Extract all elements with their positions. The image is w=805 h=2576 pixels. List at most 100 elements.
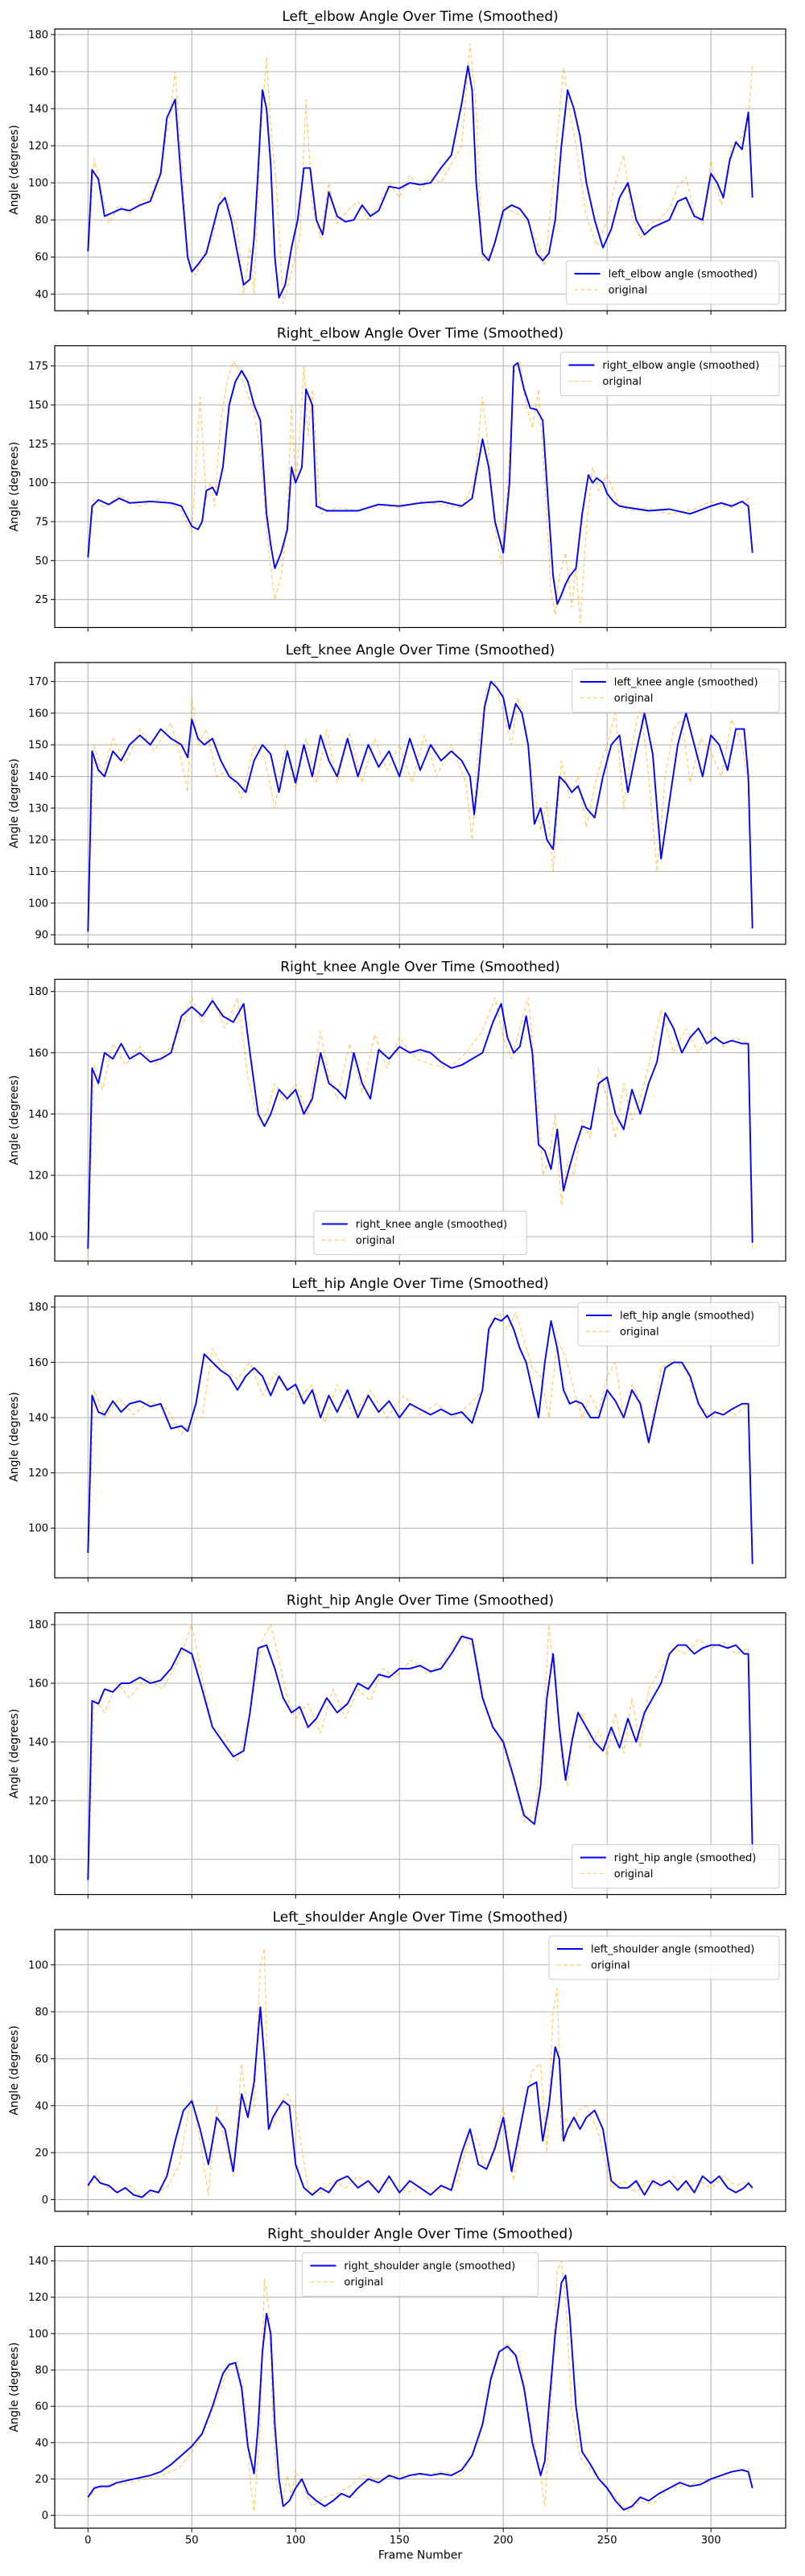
y-tick-label: 20 bbox=[35, 2148, 48, 2160]
legend-box bbox=[548, 1935, 780, 1980]
chart-title: Right_knee Angle Over Time (Smoothed) bbox=[280, 960, 559, 976]
original-series-line bbox=[87, 1947, 753, 2198]
legend: left_elbow angle (smoothed) original bbox=[566, 260, 780, 305]
x-tick-label: 300 bbox=[701, 2535, 721, 2547]
chart-title: Left_hip Angle Over Time (Smoothed) bbox=[291, 1276, 548, 1292]
y-tick-label: 100 bbox=[28, 898, 48, 910]
y-tick-label: 75 bbox=[35, 517, 48, 529]
legend-label: original bbox=[591, 1960, 630, 1972]
y-tick-label: 100 bbox=[28, 1854, 48, 1866]
y-tick-label: 60 bbox=[35, 252, 48, 264]
legend: left_shoulder angle (smoothed) original bbox=[548, 1935, 780, 1980]
y-tick-label: 175 bbox=[28, 361, 48, 373]
y-axis-label: Angle (degrees) bbox=[8, 442, 21, 532]
y-tick-label: 40 bbox=[35, 2100, 48, 2112]
plot-frame bbox=[54, 1929, 786, 2212]
plot-frame bbox=[54, 978, 786, 1262]
y-tick-label: 40 bbox=[35, 289, 48, 301]
y-tick-label: 25 bbox=[35, 594, 48, 606]
y-tick-label: 100 bbox=[28, 1523, 48, 1535]
original-series-line bbox=[87, 43, 753, 304]
legend-box bbox=[313, 1211, 527, 1255]
legend-label: right_knee angle (smoothed) bbox=[356, 1219, 507, 1231]
chart-panel: Left_shoulder Angle Over Time (Smoothed)… bbox=[8, 1909, 786, 2215]
y-tick-label: 120 bbox=[28, 835, 48, 847]
y-tick-label: 100 bbox=[28, 477, 48, 489]
y-tick-label: 120 bbox=[28, 141, 48, 153]
smoothed-series-line bbox=[87, 2006, 753, 2198]
chart-title: Right_elbow Angle Over Time (Smoothed) bbox=[277, 326, 564, 342]
y-tick-label: 80 bbox=[35, 2365, 48, 2377]
legend-box bbox=[559, 352, 780, 396]
y-axis-label: Angle (degrees) bbox=[8, 758, 21, 848]
y-tick-label: 170 bbox=[28, 676, 48, 688]
y-tick-label: 160 bbox=[28, 66, 48, 78]
y-tick-label: 150 bbox=[28, 399, 48, 411]
chart-panel: Right_hip Angle Over Time (Smoothed) 100 1… bbox=[8, 1593, 786, 1899]
legend-label: original bbox=[620, 1327, 659, 1339]
plot-frame bbox=[54, 1295, 786, 1579]
original-series-line bbox=[87, 1624, 753, 1883]
smoothed-series-line bbox=[87, 65, 753, 299]
legend: left_knee angle (smoothed) original bbox=[572, 668, 780, 713]
legend-label: original bbox=[614, 693, 654, 705]
y-tick-label: 40 bbox=[35, 2438, 48, 2450]
original-series-line bbox=[87, 361, 753, 624]
y-tick-label: 120 bbox=[28, 1795, 48, 1807]
y-tick-label: 180 bbox=[28, 29, 48, 41]
chart-title: Right_shoulder Angle Over Time (Smoothed… bbox=[267, 2227, 573, 2243]
legend-label: original bbox=[614, 1868, 654, 1880]
original-series-line bbox=[87, 997, 753, 1255]
x-tick-label: 50 bbox=[185, 2535, 199, 2547]
chart-panel: Left_elbow Angle Over Time (Smoothed) 40 6… bbox=[8, 9, 786, 315]
y-tick-label: 80 bbox=[35, 215, 48, 227]
legend: right_knee angle (smoothed) original bbox=[313, 1211, 527, 1255]
legend-label: original bbox=[602, 376, 642, 388]
y-tick-label: 100 bbox=[28, 178, 48, 190]
legend-label: right_shoulder angle (smoothed) bbox=[344, 2260, 515, 2273]
y-tick-label: 130 bbox=[28, 803, 48, 815]
chart-panel: Left_knee Angle Over Time (Smoothed) 90 10… bbox=[8, 642, 786, 948]
y-tick-label: 160 bbox=[28, 708, 48, 720]
legend-label: left_elbow angle (smoothed) bbox=[609, 269, 758, 281]
legend: right_elbow angle (smoothed) original bbox=[559, 352, 780, 396]
x-tick-label: 250 bbox=[597, 2535, 617, 2547]
chart-panel: Right_shoulder Angle Over Time (Smoothed… bbox=[8, 2227, 786, 2562]
y-tick-label: 90 bbox=[35, 930, 48, 942]
y-tick-label: 180 bbox=[28, 986, 48, 998]
plot-frame bbox=[54, 1612, 786, 1896]
y-tick-label: 80 bbox=[35, 2007, 48, 2019]
y-tick-label: 180 bbox=[28, 1620, 48, 1632]
chart-title: Left_knee Angle Over Time (Smoothed) bbox=[286, 642, 555, 658]
original-series-line bbox=[87, 1311, 753, 1562]
y-axis-label: Angle (degrees) bbox=[8, 125, 21, 215]
y-tick-label: 120 bbox=[28, 2292, 48, 2304]
legend: right_shoulder angle (smoothed) original bbox=[301, 2252, 539, 2297]
legend-label: left_hip angle (smoothed) bbox=[620, 1311, 754, 1323]
legend-label: original bbox=[344, 2277, 383, 2289]
y-tick-label: 140 bbox=[28, 2256, 48, 2268]
y-tick-label: 100 bbox=[28, 2328, 48, 2340]
x-tick-label: 0 bbox=[85, 2535, 91, 2547]
plot-frame bbox=[54, 28, 786, 312]
y-tick-label: 0 bbox=[42, 2510, 48, 2522]
y-axis-label: Angle (degrees) bbox=[8, 1709, 21, 1799]
plot-frame bbox=[54, 345, 786, 629]
legend: right_hip angle (smoothed) original bbox=[572, 1844, 780, 1889]
smoothed-series-line bbox=[87, 1635, 753, 1880]
y-tick-label: 0 bbox=[42, 2194, 48, 2207]
legend-box bbox=[572, 668, 780, 713]
y-tick-label: 140 bbox=[28, 771, 48, 783]
chart-panel: Right_elbow Angle Over Time (Smoothed) 25… bbox=[8, 326, 786, 632]
y-axis-label: Angle (degrees) bbox=[8, 2025, 21, 2116]
y-tick-label: 150 bbox=[28, 740, 48, 752]
plot-frame bbox=[54, 662, 786, 945]
legend-box bbox=[566, 260, 780, 305]
legend-label: original bbox=[356, 1235, 395, 1247]
x-tick-label: 200 bbox=[493, 2535, 514, 2547]
plot-frame bbox=[54, 2245, 786, 2529]
legend-label: right_elbow angle (smoothed) bbox=[602, 360, 759, 372]
y-tick-label: 180 bbox=[28, 1302, 48, 1314]
y-tick-label: 160 bbox=[28, 1047, 48, 1059]
chart-title: Right_hip Angle Over Time (Smoothed) bbox=[287, 1593, 554, 1609]
